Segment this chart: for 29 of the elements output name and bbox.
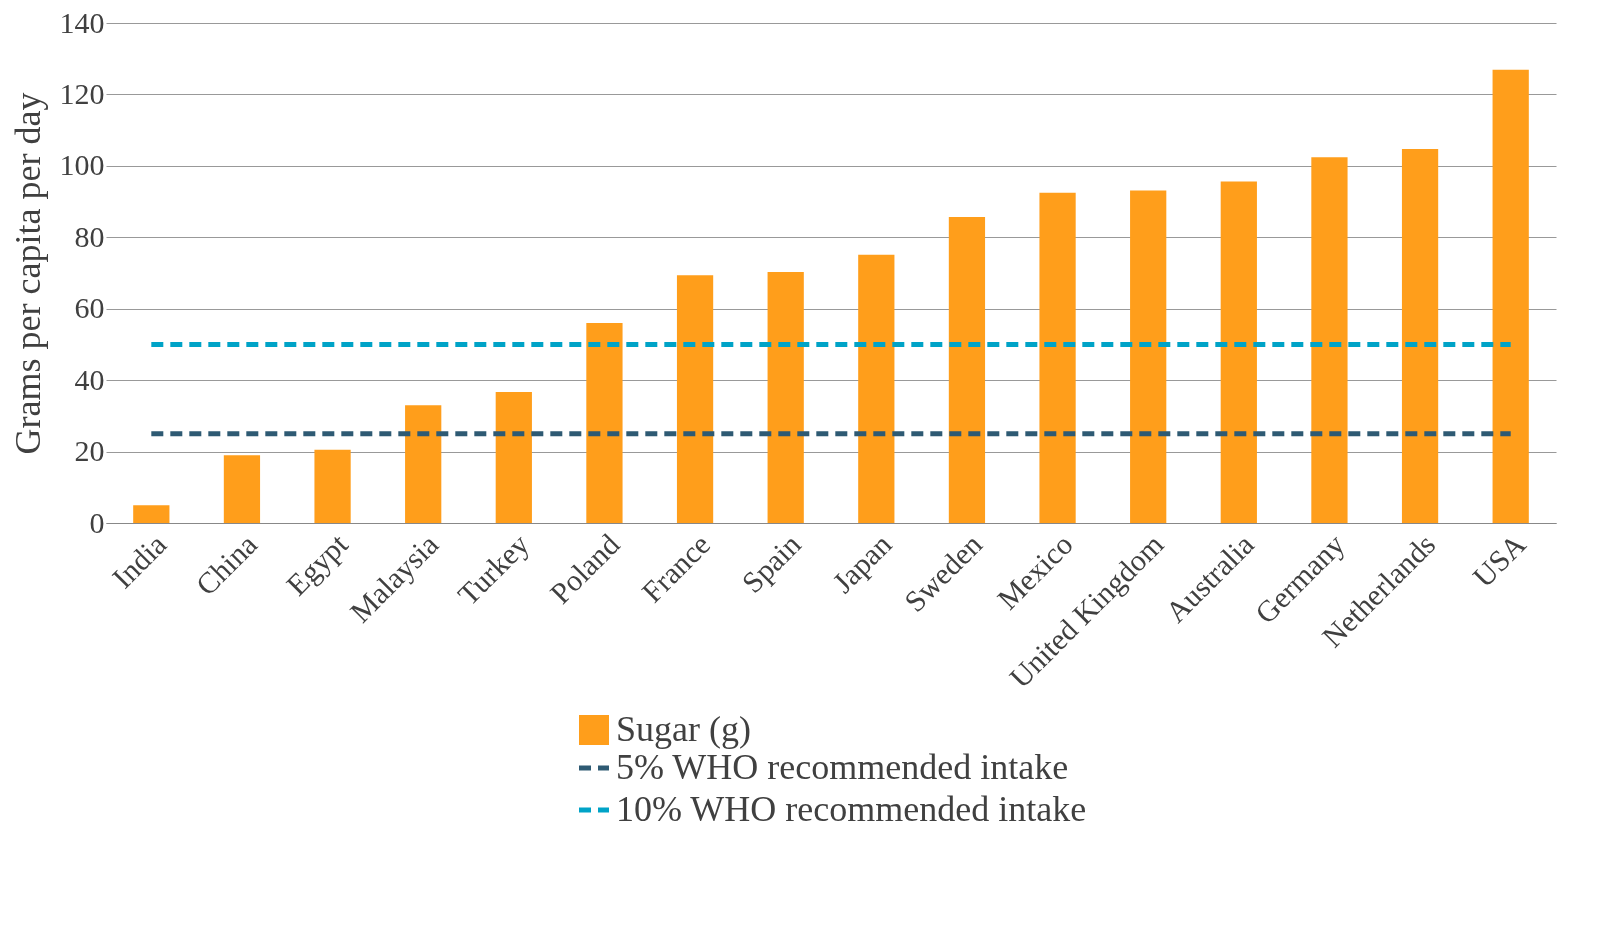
y-tick-label: 0 bbox=[89, 505, 105, 539]
bar bbox=[314, 449, 351, 523]
bar bbox=[1039, 192, 1076, 523]
bar bbox=[948, 216, 986, 523]
bar bbox=[495, 391, 532, 523]
y-tick-label: 20 bbox=[74, 434, 105, 468]
bar bbox=[133, 505, 170, 523]
y-tick-label: 60 bbox=[74, 291, 105, 325]
bar bbox=[1311, 157, 1348, 523]
bar bbox=[1220, 181, 1257, 523]
legend-label: Sugar (g) bbox=[616, 709, 751, 749]
y-tick-label: 40 bbox=[74, 362, 105, 396]
y-axis-title: Grams per capita per day bbox=[7, 92, 48, 455]
x-tick-label: India bbox=[105, 527, 173, 595]
bar bbox=[858, 254, 895, 523]
bar bbox=[1130, 190, 1167, 523]
bar bbox=[1492, 69, 1529, 523]
y-tick-label: 80 bbox=[74, 219, 105, 253]
x-tick-label: USA bbox=[1466, 527, 1533, 594]
legend-label: 10% WHO recommended intake bbox=[616, 789, 1087, 829]
bar bbox=[586, 323, 623, 523]
y-tick-label: 120 bbox=[59, 76, 105, 110]
bar bbox=[223, 455, 261, 523]
y-tick-label: 100 bbox=[59, 148, 105, 182]
bar bbox=[1401, 149, 1439, 523]
bar bbox=[767, 271, 804, 523]
bar bbox=[405, 405, 442, 523]
bar bbox=[676, 275, 714, 523]
y-tick-label: 140 bbox=[59, 5, 105, 39]
